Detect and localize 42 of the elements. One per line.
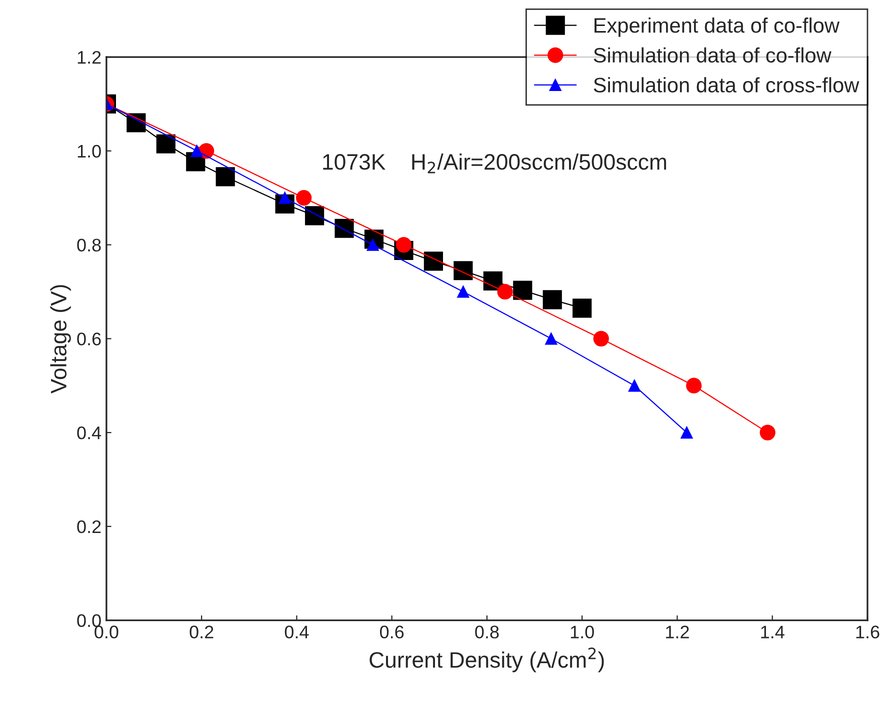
legend-label: Experiment data of co-flow: [594, 17, 840, 37]
y-tick-label: 0.8: [77, 238, 101, 252]
y-tick-label: 0.4: [77, 426, 102, 440]
x-tick-label: 0.2: [190, 626, 214, 638]
point: [542, 290, 562, 310]
point: [545, 332, 558, 345]
point: [156, 134, 176, 154]
legend-label: Simulation data of co-flow: [594, 47, 832, 63]
x-tick-label: 1.4: [761, 626, 784, 638]
y-tick-label: 1.2: [78, 50, 101, 64]
point: [497, 284, 513, 300]
point: [424, 252, 443, 271]
x-tick-label: 0.6: [380, 626, 404, 638]
y-tick-label: 1.0: [78, 144, 101, 158]
annotation: 1073K H$_{2}$/Air=200sccm/500sccm: [323, 153, 666, 174]
x-axis-title: Current Density (A/cm$^{2}$): [370, 648, 604, 672]
x-tick-label: 0.8: [475, 626, 499, 638]
x-tick-label: 0.4: [284, 626, 309, 638]
point: [628, 380, 640, 392]
point: [454, 261, 473, 280]
point: [760, 424, 776, 440]
point: [334, 218, 354, 238]
point: [593, 330, 609, 346]
point: [396, 236, 412, 253]
point: [686, 378, 702, 394]
point: [304, 206, 324, 226]
y-axis-title: Voltage (V): [50, 285, 71, 394]
legend-label: Simulation data of cross-flow: [594, 77, 860, 92]
point: [457, 286, 470, 298]
point: [680, 426, 693, 439]
point: [216, 167, 235, 186]
x-tick-label: 1.0: [570, 626, 594, 638]
x-tick-label: 1.2: [666, 626, 689, 638]
y-tick-label: 0.6: [77, 332, 101, 346]
x-tick-label: 0.0: [94, 626, 118, 638]
point: [572, 298, 592, 318]
x-tick-label: 1.6: [856, 626, 880, 638]
y-tick-label: 0.2: [77, 520, 101, 534]
y-tick-label: 0.0: [77, 614, 101, 628]
point: [190, 144, 203, 157]
point: [296, 190, 312, 206]
point: [513, 280, 532, 300]
